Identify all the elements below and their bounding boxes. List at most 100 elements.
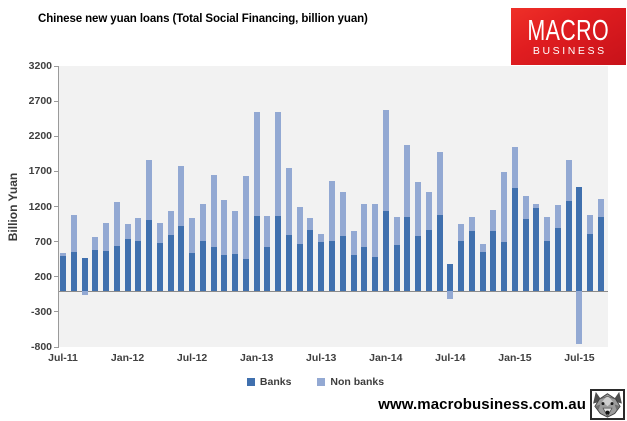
- bar-banks: [565, 200, 572, 291]
- wolf-logo-frame: [590, 389, 625, 420]
- y-axis-line: [58, 66, 59, 348]
- bar-banks: [135, 240, 142, 291]
- bar-nonbanks: [425, 192, 432, 230]
- x-tick-label: Jul-14: [435, 352, 466, 364]
- website-url: www.macrobusiness.com.au: [378, 396, 586, 413]
- bar-banks: [436, 214, 443, 291]
- bar-banks: [339, 235, 346, 291]
- bar-banks: [587, 233, 594, 291]
- bar-banks: [178, 226, 185, 291]
- x-tick-label: Jul-12: [176, 352, 208, 364]
- bar-nonbanks: [307, 217, 314, 231]
- bar-nonbanks: [554, 205, 561, 228]
- logo-text-macro: MACRO: [527, 15, 610, 47]
- bar-banks: [382, 210, 389, 291]
- bar-nonbanks: [221, 200, 228, 256]
- bar-banks: [103, 251, 110, 291]
- bar-nonbanks: [468, 217, 475, 231]
- bar-nonbanks: [264, 215, 271, 248]
- bar-nonbanks: [103, 223, 110, 252]
- bar-banks: [199, 241, 206, 291]
- bar-nonbanks: [533, 203, 540, 208]
- bar-banks: [598, 217, 604, 291]
- bar-nonbanks: [167, 210, 174, 236]
- legend-item-banks: Banks: [246, 376, 291, 388]
- bar-nonbanks: [350, 230, 357, 256]
- bar-banks: [264, 247, 271, 291]
- x-tick-label: Jan-15: [498, 352, 532, 364]
- bar-banks: [221, 255, 228, 291]
- bar-nonbanks: [275, 112, 282, 217]
- legend-item-nonbanks: Non banks: [317, 376, 384, 388]
- bar-nonbanks: [522, 195, 529, 220]
- legend: Banks Non banks: [41, 376, 590, 388]
- macrobusiness-logo: MACRO BUSINESS: [511, 8, 626, 65]
- bar-banks: [81, 257, 88, 291]
- bar-banks: [458, 241, 465, 291]
- y-tick-label: 1200: [28, 200, 52, 213]
- bar-banks: [296, 243, 303, 291]
- bar-nonbanks: [576, 290, 583, 344]
- bar-nonbanks: [565, 160, 572, 201]
- y-tick-label: 3200: [28, 60, 52, 72]
- bar-nonbanks: [415, 181, 422, 237]
- bar-nonbanks: [232, 210, 239, 255]
- bar-banks: [393, 245, 400, 291]
- y-axis-tick: [54, 276, 59, 278]
- bar-banks: [232, 254, 239, 291]
- nonbanks-swatch-icon: [317, 378, 326, 386]
- bar-banks: [318, 241, 325, 291]
- bar-nonbanks: [70, 215, 77, 253]
- bar-nonbanks: [178, 165, 185, 227]
- y-axis-tick: [54, 346, 59, 348]
- bar-nonbanks: [189, 217, 196, 253]
- bar-nonbanks: [598, 199, 604, 218]
- bar-banks: [70, 252, 77, 291]
- bar-nonbanks: [393, 217, 400, 246]
- bar-banks: [479, 252, 486, 291]
- bar-banks: [124, 238, 131, 291]
- bar-nonbanks: [253, 112, 260, 216]
- bar-banks: [242, 258, 249, 291]
- bar-nonbanks: [285, 167, 292, 236]
- bar-nonbanks: [156, 223, 163, 243]
- bar-nonbanks: [447, 290, 454, 299]
- x-tick-label: Jul-13: [306, 352, 337, 364]
- y-tick-label: 2700: [28, 95, 52, 108]
- x-tick-label: Jul-11: [48, 352, 78, 364]
- bar-nonbanks: [60, 253, 66, 257]
- bar-banks: [554, 227, 561, 291]
- wolf-head-icon: [593, 391, 622, 418]
- bar-nonbanks: [210, 174, 217, 248]
- bar-banks: [468, 230, 475, 291]
- bar-banks: [490, 230, 497, 291]
- bar-nonbanks: [544, 217, 551, 242]
- y-tick-label: 2200: [28, 130, 52, 143]
- bar-nonbanks: [501, 172, 508, 242]
- bar-nonbanks: [92, 236, 99, 250]
- bar-banks: [253, 215, 260, 291]
- bar-nonbanks: [382, 109, 389, 211]
- bar-banks: [511, 187, 518, 291]
- bar-banks: [113, 245, 120, 291]
- logo-text-business: BUSINESS: [532, 45, 607, 57]
- x-tick-label: Jul-15: [564, 352, 595, 364]
- y-tick-label: -800: [30, 341, 52, 353]
- bar-nonbanks: [81, 290, 88, 296]
- bar-banks: [156, 242, 163, 291]
- y-axis-tick: [54, 170, 59, 172]
- y-tick-label: 1700: [28, 165, 52, 178]
- y-axis-tick: [54, 135, 59, 137]
- bar-nonbanks: [242, 176, 249, 259]
- bar-banks: [533, 207, 540, 291]
- bar-nonbanks: [135, 218, 142, 241]
- bar-banks: [522, 219, 529, 291]
- y-axis-tick: [54, 100, 59, 102]
- y-axis-tick: [54, 241, 59, 243]
- bar-nonbanks: [199, 203, 206, 242]
- bar-nonbanks: [113, 202, 120, 246]
- bar-banks: [92, 249, 99, 291]
- bar-banks: [372, 256, 379, 291]
- bar-banks: [404, 217, 411, 291]
- bar-nonbanks: [479, 244, 486, 253]
